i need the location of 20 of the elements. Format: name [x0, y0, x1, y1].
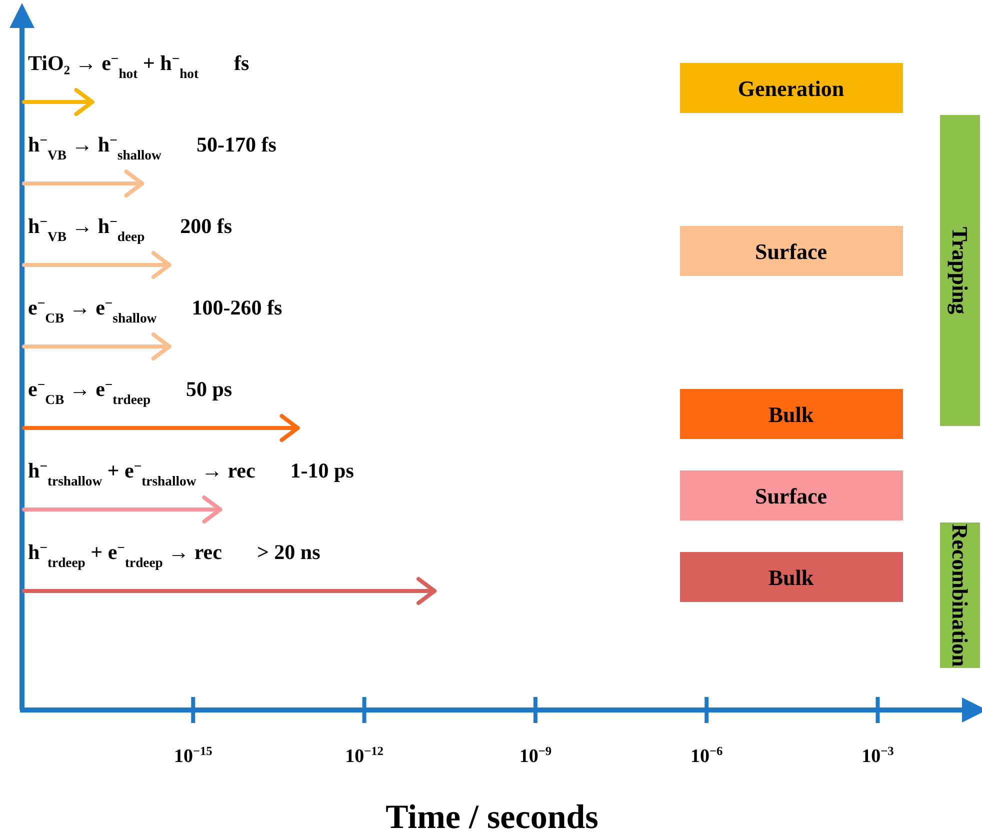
- x-tick-label: 10$^{−6}$: [690, 744, 723, 767]
- x-tick-label: 10$^{−9}$: [519, 744, 552, 767]
- legend-key: Bulk: [680, 552, 903, 602]
- x-axis-title: Time / seconds: [386, 799, 598, 835]
- annotation: > 20 ns: [256, 540, 320, 564]
- annotation: 50 ps: [186, 377, 232, 401]
- annotation: 100-260 fs: [192, 296, 282, 320]
- x-tick-label: 10$^{−3}$: [862, 744, 894, 767]
- x-tick-label: 10$^{−12}$: [345, 744, 384, 767]
- x-tick-label: 10$^{−15}$: [174, 744, 212, 767]
- annotation: Trapping: [948, 226, 972, 314]
- annotation: 1-10 ps: [290, 458, 354, 482]
- annotation: 50-170 fs: [196, 132, 276, 156]
- legend-key: Surface: [680, 470, 903, 520]
- annotation: fs: [234, 51, 250, 75]
- annotation: Recombination: [948, 524, 972, 667]
- legend-key: Surface: [680, 226, 903, 276]
- legend-key: Bulk: [680, 389, 903, 439]
- legend-key: Generation: [680, 63, 903, 113]
- annotation: 200 fs: [180, 214, 232, 238]
